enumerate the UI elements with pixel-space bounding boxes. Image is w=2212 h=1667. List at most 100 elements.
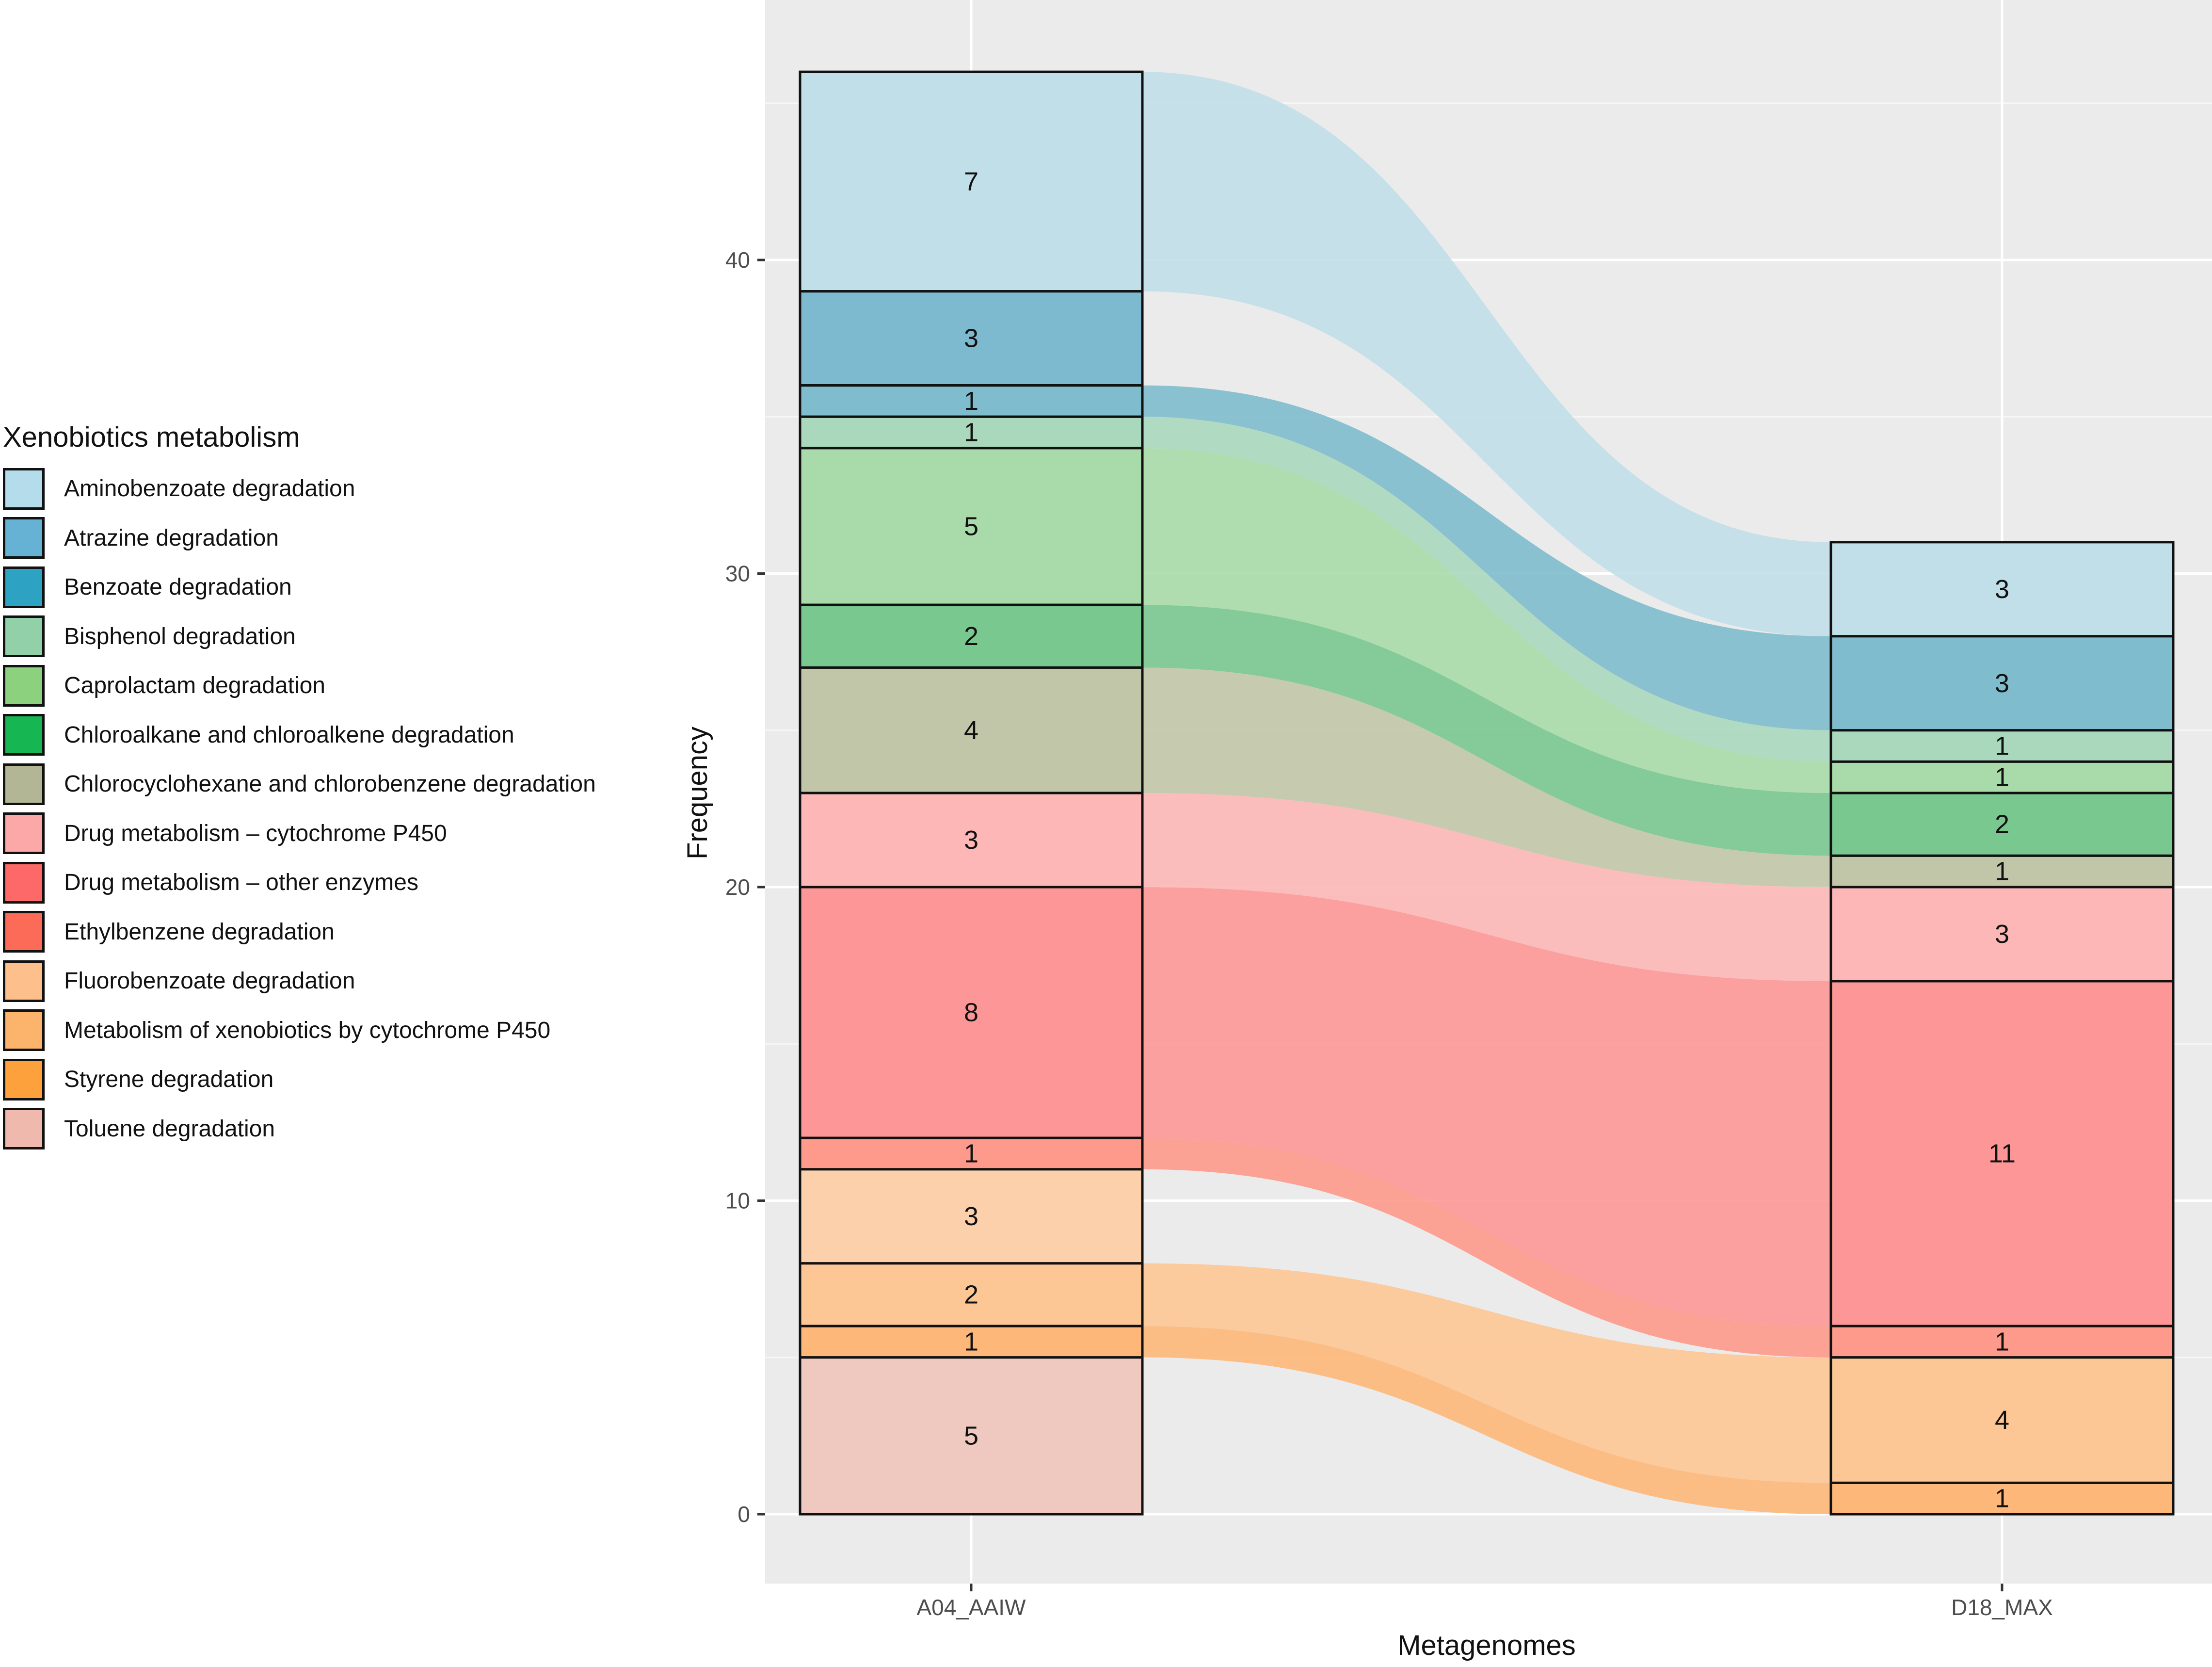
legend-item: Atrazine degradation <box>3 514 596 563</box>
legend-swatch <box>3 714 45 756</box>
legend-label: Chloroalkane and chloroalkene degradatio… <box>64 722 514 748</box>
legend-item: Chloroalkane and chloroalkene degradatio… <box>3 711 596 760</box>
bar-segment <box>1829 886 2175 983</box>
y-axis-title: Frequency <box>682 727 713 859</box>
legend-label: Atrazine degradation <box>64 525 279 551</box>
legend-label: Ethylbenzene degradation <box>64 919 335 945</box>
legend-swatch <box>3 763 45 805</box>
legend-label: Chlorocyclohexane and chlorobenzene degr… <box>64 771 596 797</box>
bar-segment <box>1829 635 2175 732</box>
axes: 0 10 20 30 40 A04_AAIW D18_MAX <box>725 247 2053 1620</box>
legend-item: Benzoate degradation <box>3 563 596 612</box>
segment-label: 11 <box>1988 1139 2016 1168</box>
segment-label: 4 <box>1995 1406 2009 1435</box>
segment-label: 4 <box>964 716 978 745</box>
legend: Xenobiotics metabolism Aminobenzoate deg… <box>3 421 596 1153</box>
flow-ribbon <box>1142 448 1831 793</box>
legend-label: Metabolism of xenobiotics by cytochrome … <box>64 1017 551 1043</box>
legend-label: Drug metabolism – cytochrome P450 <box>64 820 447 846</box>
legend-item: Drug metabolism – other enzymes <box>3 858 596 907</box>
y-tick-label: 10 <box>725 1188 750 1214</box>
y-tick-label: 0 <box>737 1502 750 1527</box>
y-tick-label: 20 <box>725 874 750 900</box>
flow-ribbons <box>1142 72 1831 1514</box>
bar-segment <box>799 1356 1144 1516</box>
legend-item: Toluene degradation <box>3 1104 596 1154</box>
bar-segment <box>799 384 1144 418</box>
legend-swatch <box>3 960 45 1002</box>
legend-swatch <box>3 911 45 953</box>
bar-segment <box>799 415 1144 450</box>
segment-label: 1 <box>1995 1484 2009 1513</box>
bar-segment <box>1829 792 2175 857</box>
bar-segment <box>799 1136 1144 1171</box>
legend-item: Drug metabolism – cytochrome P450 <box>3 809 596 858</box>
legend-label: Styrene degradation <box>64 1067 274 1093</box>
legend-swatch <box>3 861 45 904</box>
bar-segment <box>799 666 1144 794</box>
segment-label: 1 <box>1995 731 2009 761</box>
bar-segment <box>799 1325 1144 1359</box>
segment-label: 3 <box>1995 575 2009 604</box>
segment-label: 2 <box>1995 810 2009 839</box>
bar-segment <box>799 70 1144 293</box>
legend-swatch <box>3 615 45 658</box>
segment-label: 3 <box>1995 920 2009 949</box>
segment-label: 1 <box>964 387 978 416</box>
legend-label: Caprolactam degradation <box>64 673 325 699</box>
bar-segment <box>1829 1356 2175 1484</box>
legend-swatch <box>3 1108 45 1150</box>
bar-segment <box>1829 1481 2175 1516</box>
legend-swatch <box>3 1058 45 1101</box>
bar-segment <box>799 447 1144 606</box>
flow-ribbon <box>1142 605 1831 856</box>
legend-label: Benzoate degradation <box>64 574 292 600</box>
legend-label: Fluorobenzoate degradation <box>64 968 355 994</box>
legend-label: Toluene degradation <box>64 1116 275 1142</box>
flow-ribbon <box>1142 887 1831 1327</box>
legend-item: Fluorobenzoate degradation <box>3 956 596 1006</box>
x-axis-title: Metagenomes <box>1397 1630 1576 1661</box>
bar-segment <box>1829 541 2175 638</box>
segment-label: 1 <box>964 1327 978 1356</box>
bar-segment <box>1829 1325 2175 1359</box>
flow-ribbon <box>1142 667 1831 887</box>
segment-label: 7 <box>964 167 978 196</box>
x-tick-label: A04_AAIW <box>917 1595 1026 1620</box>
segment-label: 3 <box>964 825 978 855</box>
bar-segment <box>1829 760 2175 794</box>
legend-label: Bisphenol degradation <box>64 623 296 649</box>
legend-items: Aminobenzoate degradation Atrazine degrad… <box>3 464 596 1153</box>
bar-segment <box>1829 729 2175 763</box>
legend-item: Bisphenol degradation <box>3 612 596 662</box>
legend-title: Xenobiotics metabolism <box>3 421 300 453</box>
bar-segment <box>1829 980 2175 1327</box>
legend-label: Aminobenzoate degradation <box>64 476 355 502</box>
legend-swatch <box>3 812 45 855</box>
bar-segment <box>799 1168 1144 1265</box>
legend-item: Aminobenzoate degradation <box>3 464 596 514</box>
legend-item: Caprolactam degradation <box>3 661 596 711</box>
legend-swatch <box>3 1009 45 1052</box>
segment-label: 1 <box>1995 763 2009 792</box>
segment-label: 5 <box>964 512 978 541</box>
bar-segment <box>799 792 1144 889</box>
legend-item: Styrene degradation <box>3 1055 596 1104</box>
segment-label: 1 <box>1995 857 2009 886</box>
flow-ribbon <box>1142 385 1831 730</box>
y-tick-label: 40 <box>725 247 750 273</box>
flow-ribbon <box>1142 72 1831 636</box>
y-tick-label: 30 <box>725 561 750 586</box>
segment-label: 5 <box>964 1421 978 1450</box>
bar-segment <box>799 603 1144 669</box>
legend-swatch <box>3 664 45 707</box>
legend-item: Chlorocyclohexane and chlorobenzene degr… <box>3 760 596 809</box>
segment-label: 3 <box>964 1202 978 1231</box>
flow-ribbon <box>1142 1263 1831 1483</box>
segment-label: 1 <box>1995 1327 2009 1356</box>
flow-ribbon <box>1142 1326 1831 1514</box>
legend-item: Metabolism of xenobiotics by cytochrome … <box>3 1006 596 1055</box>
bar-segment <box>799 1262 1144 1327</box>
